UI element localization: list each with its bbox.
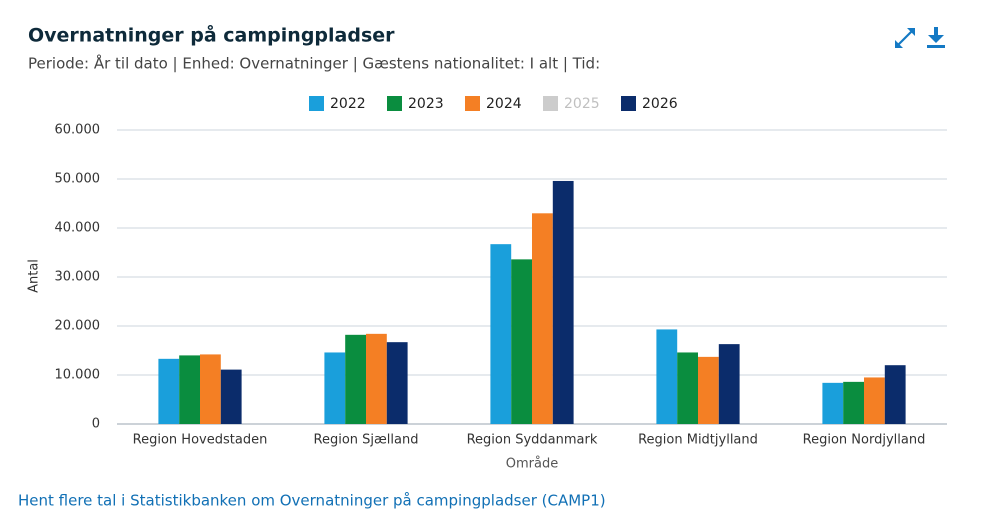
bar	[345, 334, 366, 424]
subtitle: Periode: År til dato | Enhed: Overnatnin…	[28, 54, 600, 73]
bar	[532, 213, 553, 424]
bar	[698, 356, 719, 424]
bar	[822, 382, 844, 424]
legend-label[interactable]: 2022	[330, 96, 366, 112]
legend-label[interactable]: 2023	[408, 96, 444, 112]
y-tick-label: 30.000	[55, 270, 101, 285]
bar	[843, 381, 864, 424]
bar	[864, 377, 885, 424]
x-tick-label: Region Syddanmark	[467, 433, 598, 448]
y-tick-label: 60.000	[55, 123, 101, 138]
bar	[179, 355, 200, 424]
bar	[677, 352, 698, 424]
x-tick-label: Region Hovedstaden	[133, 433, 268, 448]
y-tick-label: 40.000	[55, 221, 101, 236]
y-tick-label: 50.000	[55, 172, 101, 187]
bar	[324, 352, 346, 424]
bar	[200, 354, 221, 424]
y-tick-label: 10.000	[55, 368, 101, 383]
bar	[158, 358, 180, 424]
statbank-link[interactable]: Hent flere tal i Statistikbanken om Over…	[18, 492, 606, 510]
x-tick-label: Region Nordjylland	[803, 433, 926, 448]
bar	[366, 333, 387, 424]
y-tick-label: 20.000	[55, 319, 101, 334]
legend-swatch	[309, 96, 324, 111]
bar	[552, 180, 574, 424]
legend-swatch	[543, 96, 558, 111]
expand-icon[interactable]	[895, 28, 915, 48]
bar	[656, 329, 678, 424]
bar	[884, 365, 906, 424]
legend-swatch	[465, 96, 480, 111]
chart-title: Overnatninger på campingpladser	[28, 23, 395, 47]
y-axis-label: Antal	[27, 259, 42, 293]
bar	[511, 259, 532, 424]
download-icon[interactable]	[927, 27, 945, 48]
legend-swatch	[387, 96, 402, 111]
bar	[220, 369, 242, 424]
x-tick-label: Region Sjælland	[314, 433, 419, 448]
legend-label[interactable]: 2026	[642, 96, 678, 112]
legend-swatch	[621, 96, 636, 111]
bar	[718, 344, 740, 424]
legend-label[interactable]: 2024	[486, 96, 522, 112]
x-tick-label: Region Midtjylland	[638, 433, 758, 448]
y-tick-label: 0	[92, 417, 100, 432]
bar	[386, 342, 408, 424]
legend-label[interactable]: 2025	[564, 96, 600, 112]
x-axis-label: Område	[506, 457, 558, 472]
bar	[490, 244, 512, 424]
